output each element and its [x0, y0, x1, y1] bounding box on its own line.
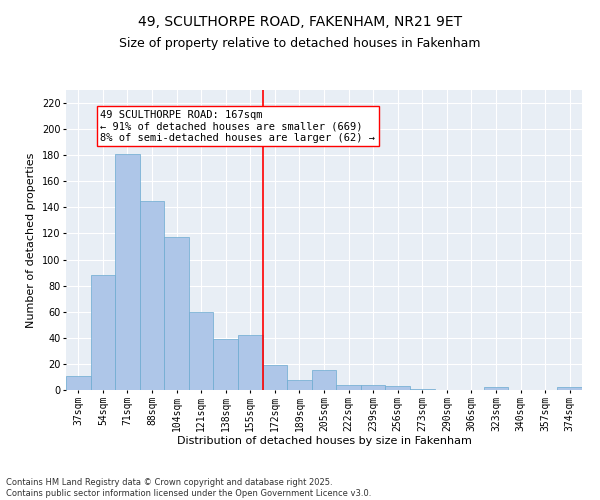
Text: Size of property relative to detached houses in Fakenham: Size of property relative to detached ho…: [119, 38, 481, 51]
Bar: [91, 275, 115, 390]
Bar: [66, 376, 91, 390]
Bar: [164, 238, 189, 390]
Y-axis label: Number of detached properties: Number of detached properties: [26, 152, 36, 328]
Bar: [214, 339, 238, 390]
Bar: [263, 365, 287, 390]
Bar: [238, 335, 263, 390]
Text: Contains HM Land Registry data © Crown copyright and database right 2025.
Contai: Contains HM Land Registry data © Crown c…: [6, 478, 371, 498]
Bar: [385, 386, 410, 390]
Bar: [484, 388, 508, 390]
Bar: [336, 385, 361, 390]
Bar: [189, 312, 214, 390]
X-axis label: Distribution of detached houses by size in Fakenham: Distribution of detached houses by size …: [176, 436, 472, 446]
Bar: [410, 388, 434, 390]
Bar: [140, 201, 164, 390]
Bar: [557, 388, 582, 390]
Bar: [312, 370, 336, 390]
Text: 49 SCULTHORPE ROAD: 167sqm
← 91% of detached houses are smaller (669)
8% of semi: 49 SCULTHORPE ROAD: 167sqm ← 91% of deta…: [100, 110, 376, 143]
Bar: [115, 154, 140, 390]
Bar: [361, 385, 385, 390]
Bar: [287, 380, 312, 390]
Text: 49, SCULTHORPE ROAD, FAKENHAM, NR21 9ET: 49, SCULTHORPE ROAD, FAKENHAM, NR21 9ET: [138, 15, 462, 29]
